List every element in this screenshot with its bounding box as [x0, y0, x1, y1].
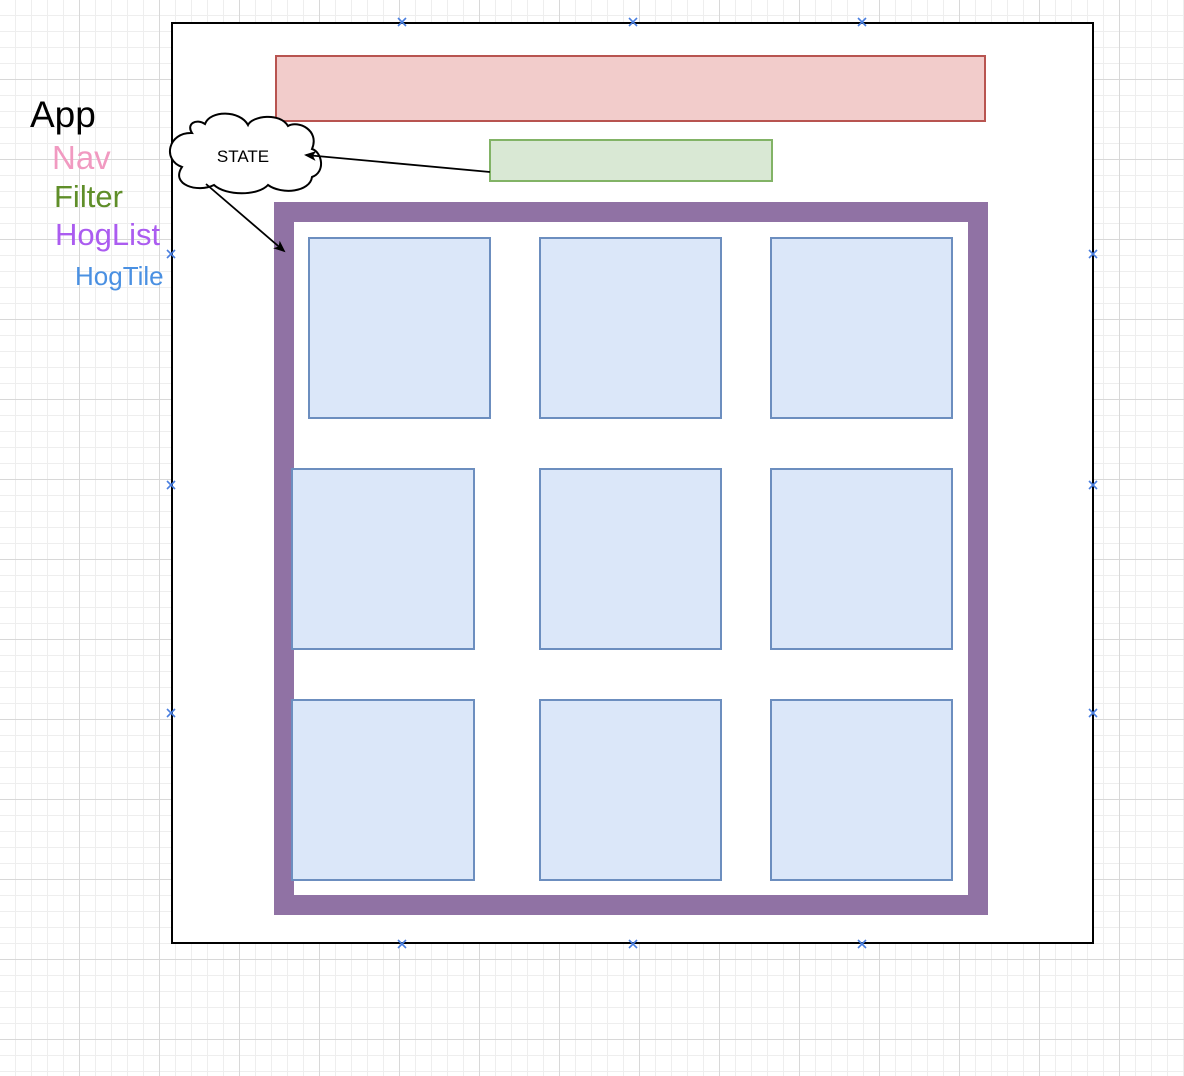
selection-handle[interactable] — [166, 249, 176, 259]
filter-to-state-arrow[interactable] — [304, 150, 491, 173]
selection-handle[interactable] — [1088, 249, 1098, 259]
selection-handle[interactable] — [628, 939, 638, 949]
selection-handle[interactable] — [166, 480, 176, 490]
state-cloud-label: STATE — [217, 147, 269, 166]
hog-tile[interactable] — [291, 699, 475, 881]
hog-tile[interactable] — [770, 237, 953, 419]
selection-handle[interactable] — [166, 708, 176, 718]
selection-handle[interactable] — [857, 939, 867, 949]
state-to-hoglist-arrow[interactable] — [205, 183, 286, 253]
filter-component[interactable] — [489, 139, 773, 182]
hog-tile[interactable] — [539, 237, 722, 419]
selection-handle[interactable] — [857, 17, 867, 27]
legend-hoglist-label: HogList — [55, 217, 161, 252]
hog-tile[interactable] — [770, 468, 953, 650]
hog-tile[interactable] — [291, 468, 475, 650]
hog-tile[interactable] — [539, 468, 722, 650]
selection-handles — [166, 17, 1098, 949]
selection-handle[interactable] — [628, 17, 638, 27]
selection-handle[interactable] — [1088, 480, 1098, 490]
hog-tile[interactable] — [770, 699, 953, 881]
hog-tile[interactable] — [539, 699, 722, 881]
selection-handle[interactable] — [397, 939, 407, 949]
selection-handle[interactable] — [1088, 708, 1098, 718]
legend-hogtile-label: HogTile — [75, 261, 164, 291]
state-cloud[interactable]: STATE — [169, 112, 322, 195]
selection-handle[interactable] — [397, 17, 407, 27]
nav-component[interactable] — [275, 55, 986, 122]
legend-nav-label: Nav — [52, 139, 111, 176]
legend-filter-label: Filter — [54, 179, 123, 214]
hog-tile[interactable] — [308, 237, 491, 419]
legend-app-label: App — [30, 94, 96, 135]
